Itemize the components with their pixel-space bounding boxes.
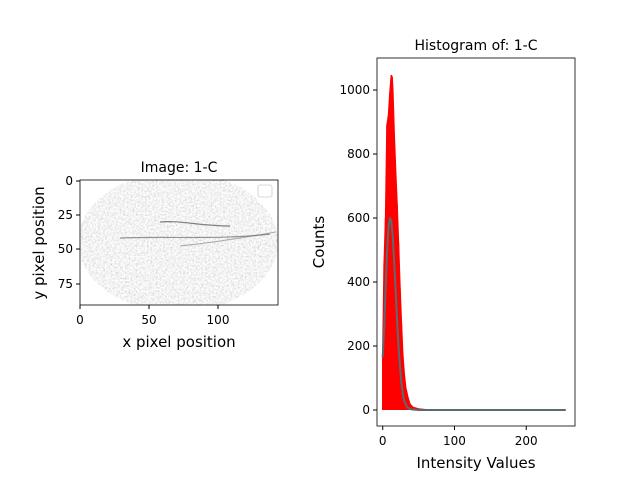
- image-legend-box: [257, 184, 273, 198]
- histogram-y-axis-label: Counts: [310, 216, 328, 269]
- fitted-curve-line: [381, 217, 566, 411]
- histogram-panel: Histogram of: 1-C 0 100 200 0 200 400 600 800 1…: [310, 38, 576, 472]
- histogram-counts-fill: [382, 75, 566, 410]
- histogram-axes-frame: [376, 57, 576, 427]
- histogram-y-tick-label: 600: [347, 211, 370, 225]
- image-x-tick-label: 0: [76, 313, 84, 327]
- histogram-x-ticks: 0 100 200: [379, 426, 538, 448]
- image-pixels: [80, 180, 278, 305]
- image-y-axis-label: y pixel position: [30, 186, 48, 299]
- image-x-tick-label: 100: [207, 313, 230, 327]
- histogram-x-tick-label: 0: [379, 434, 387, 448]
- image-y-tick-label: 75: [58, 277, 73, 291]
- fitted-curve-series: [381, 217, 566, 411]
- histogram-counts-line: [381, 74, 566, 411]
- image-y-tick-label: 25: [58, 208, 73, 222]
- image-title: Image: 1-C: [141, 160, 218, 176]
- histogram-y-tick-label: 800: [347, 147, 370, 161]
- image-x-ticks: 0 50 100: [76, 305, 229, 327]
- histogram-title: Histogram of: 1-C: [415, 38, 538, 54]
- histogram-y-tick-label: 200: [347, 339, 370, 353]
- histogram-x-axis-label: Intensity Values: [416, 454, 535, 472]
- image-y-tick-label: 50: [58, 242, 73, 256]
- image-y-tick-label: 0: [65, 174, 73, 188]
- image-axes-frame: [79, 179, 279, 306]
- histogram-y-tick-label: 400: [347, 275, 370, 289]
- histogram-y-tick-label: 1000: [339, 83, 370, 97]
- histogram-y-ticks: 0 200 400 600 800 1000: [339, 83, 377, 417]
- histogram-counts-series: [381, 74, 566, 411]
- histogram-y-tick-label: 0: [362, 403, 370, 417]
- histogram-plot-area: [381, 74, 566, 411]
- image-panel: Image: 1-C 0 50 100: [30, 160, 279, 351]
- image-y-ticks: 0 25 50 75: [58, 174, 80, 291]
- image-x-tick-label: 50: [141, 313, 156, 327]
- image-x-axis-label: x pixel position: [122, 333, 235, 351]
- histogram-x-tick-label: 100: [443, 434, 466, 448]
- histogram-x-tick-label: 200: [515, 434, 538, 448]
